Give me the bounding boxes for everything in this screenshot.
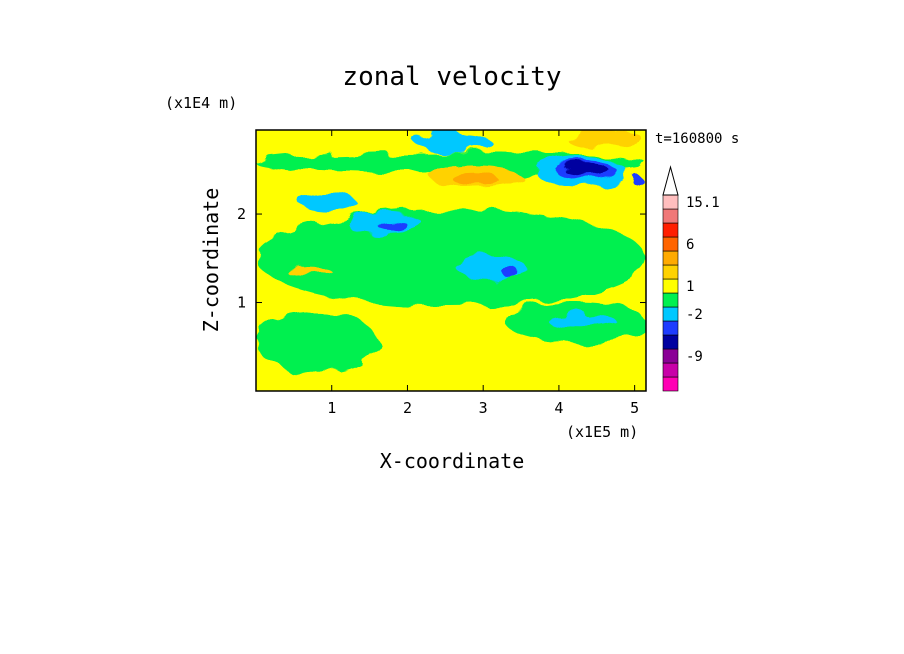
contour-region-8	[415, 131, 491, 153]
colorbar-label: 1	[686, 279, 694, 295]
y-axis-title: Z-coordinate	[199, 188, 223, 333]
contour-region-1	[256, 311, 378, 374]
contour-region-17	[502, 265, 518, 278]
contour-region-12	[547, 314, 616, 328]
x-axis-title: X-coordinate	[380, 449, 525, 473]
colorbar-extend-arrow	[662, 165, 679, 196]
colorbar-bin	[662, 348, 679, 364]
colorbar-bin	[662, 306, 679, 322]
x-tick-label: 1	[327, 399, 336, 417]
y-tick-label: 2	[237, 205, 246, 223]
contour-region-6	[566, 130, 643, 148]
colorbar-bin	[662, 376, 679, 392]
colorbar-label: 6	[686, 237, 694, 253]
time-label: t=160800 s	[655, 131, 739, 147]
x-unit-label: (x1E5 m)	[566, 423, 638, 441]
colorbar-label: -2	[686, 307, 703, 323]
colorbar-label: -9	[686, 349, 703, 365]
contour-region-0	[256, 209, 646, 307]
colorbar-bin	[662, 250, 679, 266]
x-tick-label: 4	[554, 399, 563, 417]
colorbar-bin	[662, 264, 679, 280]
contour-plot-area: 1 2 3 4 5 1 2	[237, 129, 647, 417]
colorbar-bin	[662, 236, 679, 252]
x-tick-label: 2	[403, 399, 412, 417]
x-tick-label: 5	[630, 399, 639, 417]
colorbar-bin	[662, 320, 679, 336]
y-tick-label: 1	[237, 294, 246, 312]
contour-region-15	[562, 163, 609, 175]
x-tick-label: 3	[479, 399, 488, 417]
contour-region-13	[297, 191, 355, 210]
colorbar-bin	[662, 292, 679, 308]
chart-title: zonal velocity	[342, 62, 561, 92]
colorbar: 15.1 6 1 -2 -9	[662, 165, 720, 392]
colorbar-bin	[662, 194, 679, 210]
colorbar-label: 15.1	[686, 195, 720, 211]
y-unit-label: (x1E4 m)	[165, 94, 237, 112]
colorbar-bin	[662, 208, 679, 224]
contour-region-16	[377, 220, 408, 230]
plot-frame	[255, 129, 647, 392]
colorbar-bin	[662, 278, 679, 294]
colorbar-bin	[662, 334, 679, 350]
contour-region-7	[286, 267, 332, 276]
colorbar-bin	[662, 222, 679, 238]
contour-region-18	[634, 176, 644, 188]
colorbar-bin	[662, 362, 679, 378]
contour-region-5	[452, 174, 499, 185]
